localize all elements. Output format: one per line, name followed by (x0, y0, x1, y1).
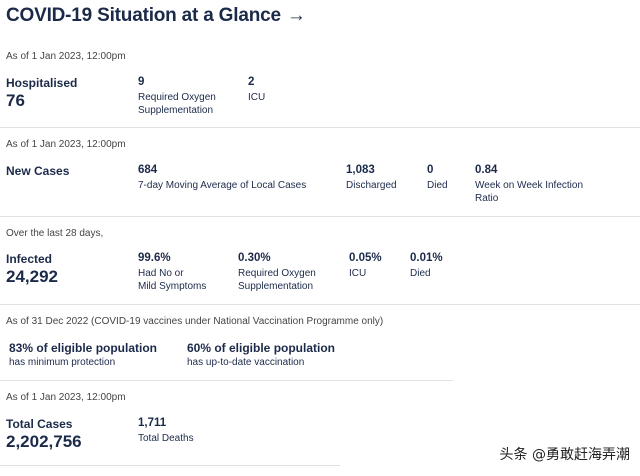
arrow-right-icon[interactable]: → (286, 5, 306, 26)
moving-average-value: 684 (138, 164, 158, 176)
died-value: 0 (427, 164, 434, 176)
minimum-protection-caption: has minimum protection (9, 357, 116, 368)
up-to-date-caption: has up-to-date vaccination (187, 357, 305, 368)
up-to-date-value: 60% of eligible population (187, 341, 336, 355)
totals-as-of: As of 1 Jan 2023, 12:00pm (6, 392, 126, 403)
infected-oxygen-value: 0.30% (238, 252, 271, 264)
hospital-as-of: As of 1 Jan 2023, 12:00pm (6, 51, 126, 62)
infected-as-of: Over the last 28 days, (6, 228, 104, 239)
page-title[interactable]: COVID-19 Situation at a Glance → (6, 5, 306, 27)
divider (0, 216, 640, 217)
hospital-oxygen-caption: Required Oxygen Supplementation (138, 91, 216, 117)
mild-symptoms-value: 99.6% (138, 252, 171, 264)
discharged-caption: Discharged (346, 180, 397, 191)
total-deaths-caption: Total Deaths (138, 433, 194, 444)
infected-icu-value: 0.05% (349, 252, 382, 264)
infection-ratio-caption-line1: Week on Week Infection (475, 180, 584, 191)
died-caption: Died (427, 180, 448, 191)
hospital-oxygen-value: 9 (138, 76, 145, 88)
hospital-oxygen-caption-line1: Required Oxygen (138, 92, 216, 103)
divider (0, 380, 453, 381)
moving-average-caption: 7-day Moving Average of Local Cases (138, 180, 307, 191)
infection-ratio-caption: Week on Week Infection Ratio (475, 179, 583, 205)
discharged-value: 1,083 (346, 164, 375, 176)
hospital-oxygen-caption-line2: Supplementation (138, 105, 214, 116)
cases-as-of: As of 1 Jan 2023, 12:00pm (6, 139, 126, 150)
page-title-text: COVID-19 Situation at a Glance (6, 5, 281, 26)
hospitalised-label: Hospitalised (6, 76, 78, 90)
infection-ratio-caption-line2: Ratio (475, 193, 499, 204)
vaccination-as-of: As of 31 Dec 2022 (COVID-19 vaccines und… (6, 316, 384, 327)
infected-died-value: 0.01% (410, 252, 443, 264)
minimum-protection-value: 83% of eligible population (9, 341, 158, 355)
total-cases-label: Total Cases (6, 417, 73, 431)
new-cases-label: New Cases (6, 164, 70, 178)
mild-symptoms-caption: Had No or Mild Symptoms (138, 267, 206, 293)
hospital-icu-caption: ICU (248, 92, 266, 103)
infection-ratio-value: 0.84 (475, 164, 498, 176)
divider (0, 127, 640, 128)
infected-oxygen-caption-line2: Supplementation (238, 281, 314, 292)
divider (0, 304, 640, 305)
watermark: 头条 @勇敢赶海弄潮 (499, 447, 630, 463)
hospitalised-value: 76 (6, 91, 25, 110)
divider (0, 465, 340, 466)
mild-symptoms-caption-line2: Mild Symptoms (138, 281, 207, 292)
hospital-icu-value: 2 (248, 76, 255, 88)
total-deaths-value: 1,711 (138, 417, 167, 429)
infected-value: 24,292 (6, 267, 58, 286)
infected-icu-caption: ICU (349, 268, 367, 279)
infected-died-caption: Died (410, 268, 431, 279)
mild-symptoms-caption-line1: Had No or (138, 268, 184, 279)
infected-oxygen-caption: Required Oxygen Supplementation (238, 267, 316, 293)
infected-oxygen-caption-line1: Required Oxygen (238, 268, 316, 279)
infected-label: Infected (6, 252, 53, 266)
total-cases-value: 2,202,756 (6, 432, 82, 451)
